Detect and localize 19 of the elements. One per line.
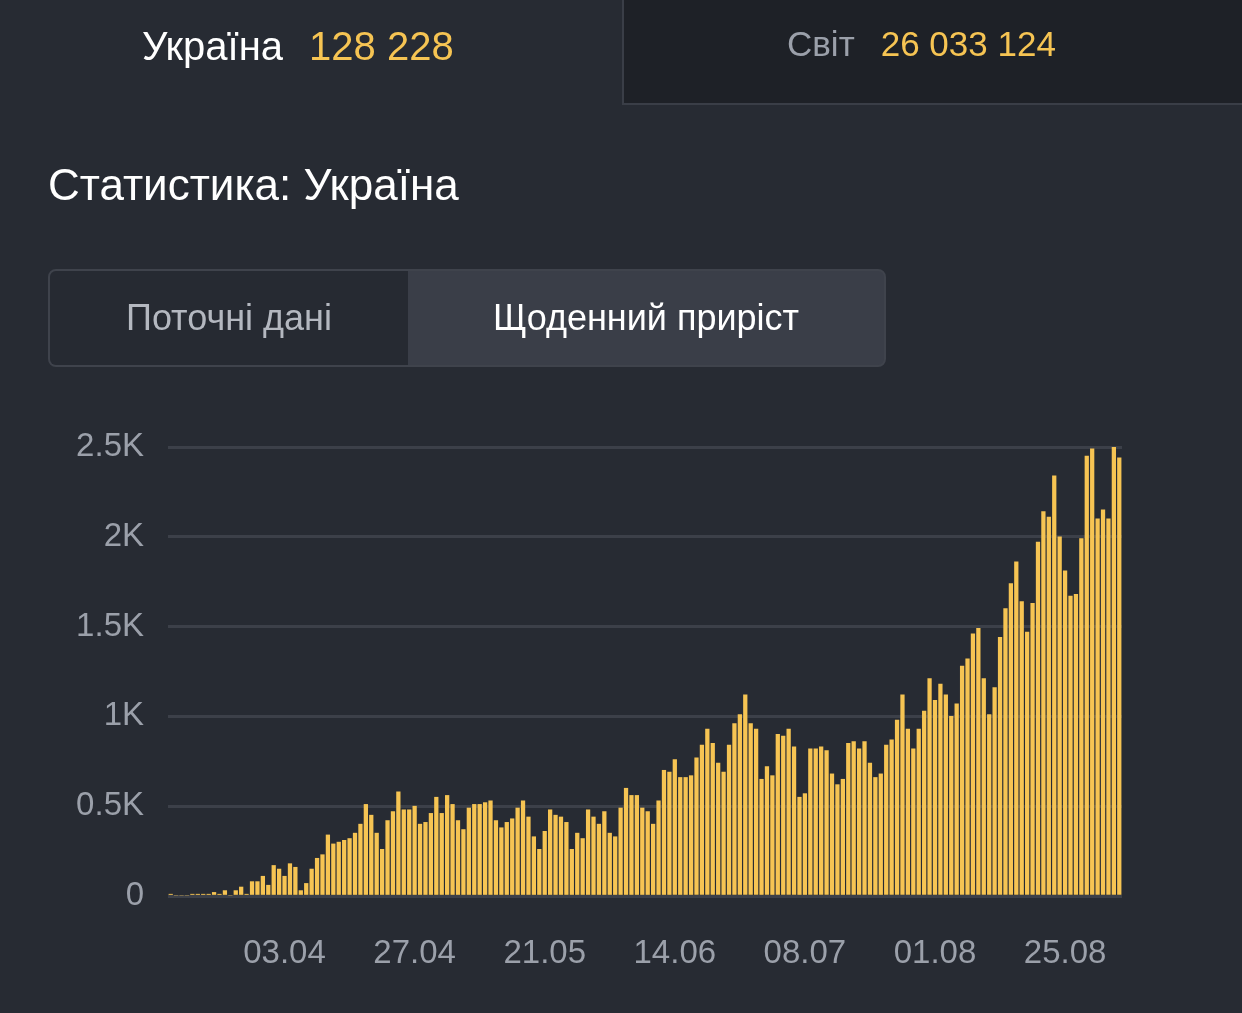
segmented-control: Поточні дані Щоденний приріст: [48, 269, 886, 367]
text: 26 033 124: [880, 24, 1056, 63]
y-tick-label: 1.5K: [76, 605, 144, 643]
x-tick-label: 25.08: [1023, 932, 1107, 970]
x-tick-label: 27.04: [373, 932, 456, 970]
text: 128 228: [309, 24, 454, 68]
x-tick-label: 08.07: [763, 932, 847, 970]
y-tick-label: 1K: [103, 695, 144, 733]
x-tick-label: 03.04: [243, 932, 326, 970]
x-tick-label: 21.05: [503, 932, 587, 970]
x-tick-label: 01.08: [893, 932, 977, 970]
text: Світ: [787, 24, 855, 63]
chart-title: Статистика: Україна: [48, 160, 459, 210]
y-tick-label: 2K: [103, 515, 144, 553]
y-tick-label: 0: [125, 875, 144, 913]
text: Україна: [142, 24, 284, 68]
y-tick-label: 2.5K: [76, 426, 144, 464]
y-tick-label: 0.5K: [76, 785, 144, 823]
x-tick-label: 14.06: [633, 932, 717, 970]
